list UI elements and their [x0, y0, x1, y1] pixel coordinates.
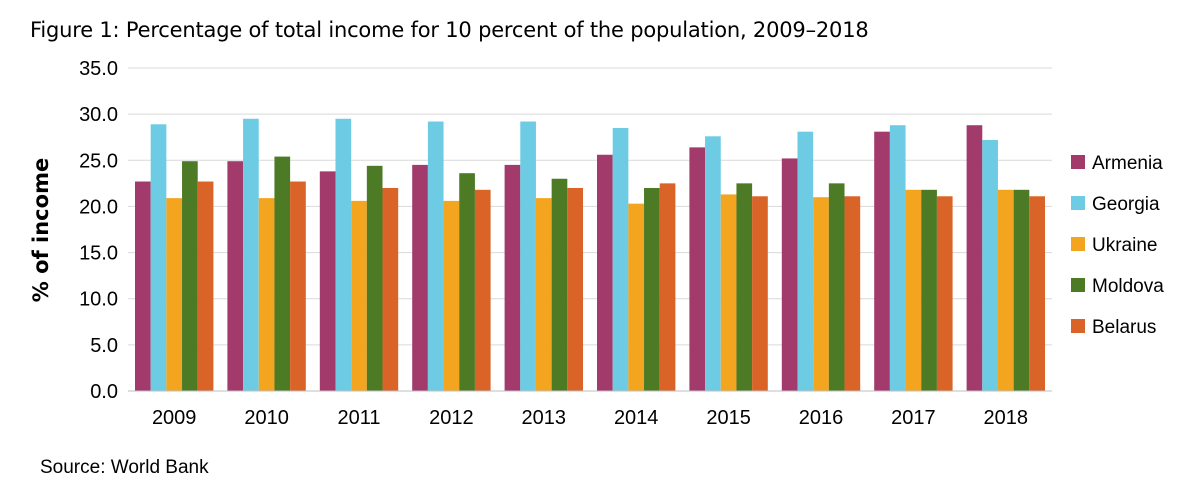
y-tick-label: 35.0	[79, 58, 118, 80]
x-tick-label: 2017	[891, 407, 936, 429]
bar-moldova-2016	[828, 183, 845, 391]
bar-georgia-2012	[427, 121, 444, 392]
y-tick-label: 10.0	[79, 289, 118, 311]
y-axis-label: % of income	[29, 158, 53, 302]
bar-belarus-2018	[1029, 196, 1045, 391]
bar-georgia-2018	[982, 139, 998, 391]
bar-georgia-2014	[612, 127, 629, 391]
bar-moldova-2010	[274, 156, 291, 391]
legend-swatch-belarus	[1071, 319, 1085, 333]
bar-armenia-2013	[504, 164, 521, 391]
x-tick-label: 2012	[429, 407, 474, 429]
chart-title: Figure 1: Percentage of total income for…	[30, 18, 869, 42]
bar-ukraine-2013	[535, 198, 552, 391]
bar-moldova-2015	[736, 183, 753, 391]
y-tick-label: 0.0	[90, 381, 118, 403]
legend-label-georgia: Georgia	[1092, 194, 1160, 215]
x-tick-label: 2014	[614, 407, 659, 429]
bar-georgia-2009	[150, 124, 167, 392]
bar-ukraine-2009	[166, 198, 183, 391]
axes: 0.0 5.0 10.0 15.0 20.0 25.0 30.0 35.0 2009 2010 20…	[79, 58, 1052, 429]
x-tick-label: 2016	[799, 407, 844, 429]
bar-armenia-2014	[597, 154, 613, 391]
bar-georgia-2015	[705, 136, 721, 391]
bar-ukraine-2014	[628, 203, 645, 391]
bar-georgia-2011	[335, 118, 352, 391]
bar-ukraine-2017	[905, 189, 922, 391]
bar-belarus-2012	[474, 189, 491, 391]
bar-georgia-2013	[520, 121, 536, 392]
y-tick-label: 30.0	[79, 104, 118, 126]
bar-armenia-2011	[319, 171, 336, 391]
source-note: Source: World Bank	[40, 457, 209, 478]
bar-armenia-2017	[874, 131, 890, 392]
bar-armenia-2012	[412, 164, 428, 391]
bar-armenia-2009	[135, 181, 151, 391]
bar-armenia-2015	[689, 147, 706, 391]
legend-label-moldova: Moldova	[1092, 276, 1164, 297]
legend-label-armenia: Armenia	[1092, 153, 1163, 174]
bar-belarus-2013	[567, 187, 583, 391]
y-tick-label: 20.0	[79, 196, 118, 218]
legend-label-belarus: Belarus	[1092, 317, 1156, 338]
x-tick-label: 2018	[984, 407, 1029, 429]
bar-moldova-2011	[366, 165, 383, 391]
bar-armenia-2016	[781, 158, 798, 391]
x-tick-label: 2015	[706, 407, 751, 429]
bar-armenia-2010	[227, 161, 244, 391]
legend-swatch-armenia	[1071, 155, 1085, 169]
bar-moldova-2014	[644, 187, 660, 391]
bar-belarus-2017	[936, 196, 953, 391]
bar-georgia-2017	[889, 125, 906, 392]
bar-belarus-2009	[197, 181, 214, 391]
y-tick-label: 25.0	[79, 150, 118, 172]
legend-swatch-georgia	[1071, 196, 1085, 210]
x-tick-label: 2013	[522, 407, 567, 429]
bar-georgia-2016	[797, 131, 814, 392]
x-tick-label: 2010	[244, 407, 289, 429]
bar-belarus-2015	[752, 196, 768, 391]
bar-moldova-2012	[459, 173, 475, 391]
bar-georgia-2010	[243, 118, 259, 391]
bar-belarus-2010	[290, 181, 306, 391]
legend-label-ukraine: Ukraine	[1092, 235, 1157, 256]
bar-armenia-2018	[966, 125, 983, 392]
bar-ukraine-2018	[997, 189, 1014, 391]
bar-moldova-2009	[182, 161, 198, 391]
bars	[135, 118, 1045, 392]
bar-belarus-2011	[382, 187, 399, 391]
bar-ukraine-2015	[720, 194, 737, 391]
legend-swatch-moldova	[1071, 278, 1085, 292]
legend-swatch-ukraine	[1071, 237, 1085, 251]
bar-ukraine-2010	[258, 198, 275, 391]
bar-belarus-2014	[659, 183, 676, 391]
bar-ukraine-2016	[813, 197, 829, 391]
bar-ukraine-2012	[443, 200, 460, 391]
y-tick-label: 5.0	[90, 335, 118, 357]
bar-moldova-2018	[1013, 189, 1030, 391]
y-tick-label: 15.0	[79, 243, 118, 265]
bar-moldova-2017	[921, 189, 937, 391]
legend: Armenia Georgia Ukraine Moldova Belarus	[1071, 153, 1164, 338]
x-tick-label: 2011	[337, 407, 380, 429]
x-tick-label: 2009	[152, 407, 197, 429]
bar-moldova-2013	[551, 178, 568, 391]
bar-belarus-2016	[844, 196, 861, 391]
bar-ukraine-2011	[351, 200, 367, 391]
